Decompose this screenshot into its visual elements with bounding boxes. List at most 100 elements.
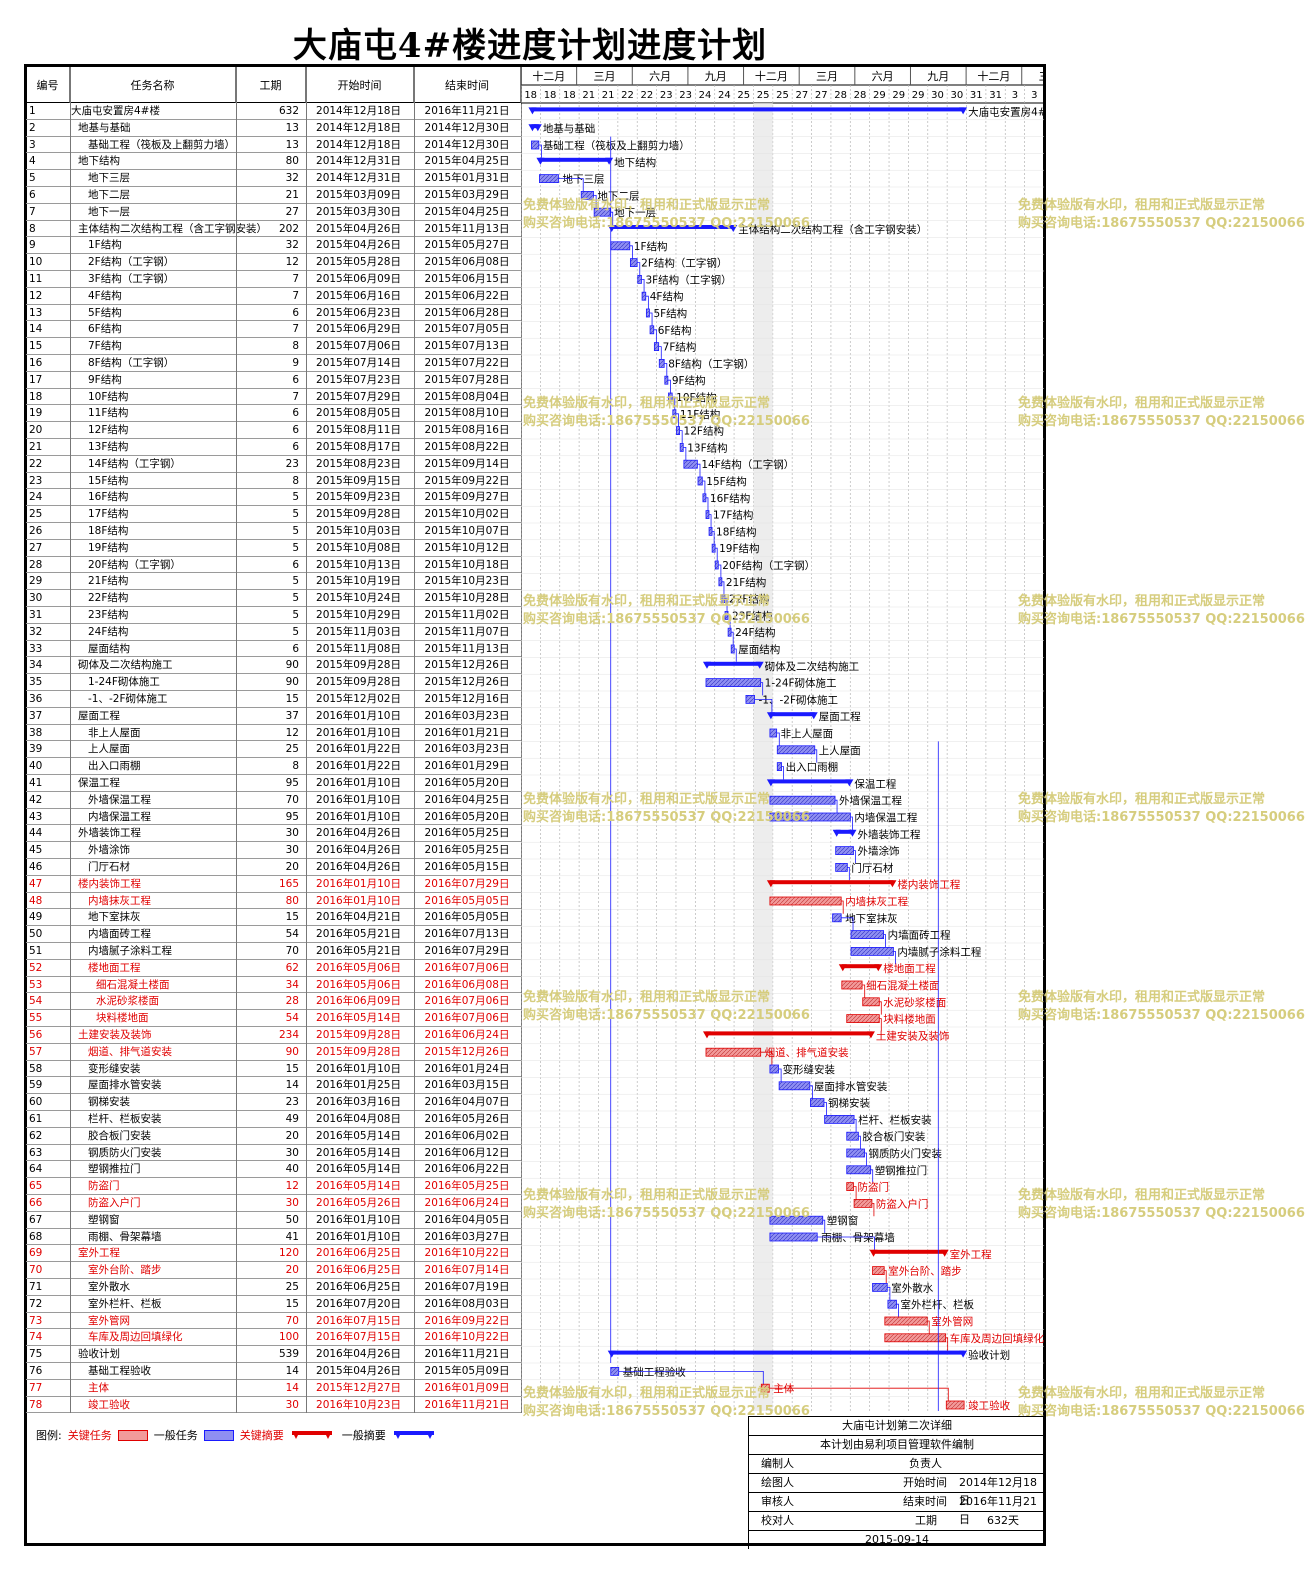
task-bar [824,1115,855,1124]
col-header-end[interactable]: 结束时间 [414,67,521,103]
table-row[interactable]: 64 塑钢推拉门 40 2016年05月14日 2016年06月22日 [26,1161,521,1179]
table-row[interactable]: 44 外墙装饰工程 30 2016年04月26日 2016年05月25日 [26,825,521,843]
table-row[interactable]: 75 验收计划 539 2016年04月26日 2016年11月21日 [26,1346,521,1363]
table-row[interactable]: 3 基础工程（筏板及上翻剪力墙） 13 2014年12月18日 2014年12月30日 [26,137,521,154]
table-row[interactable]: 37 屋面工程 37 2016年01月10日 2016年03月23日 [26,708,521,725]
table-row[interactable]: 36 -1、-2F砌体施工 15 2015年12月02日 2015年12月16日 [26,691,521,708]
table-row[interactable]: 32 24F结构 5 2015年11月03日 2015年11月07日 [26,624,521,641]
table-row[interactable]: 42 外墙保温工程 70 2016年01月10日 2016年04月25日 [26,792,521,809]
task-bar [769,1064,779,1074]
table-row[interactable]: 77 主体 14 2015年12月27日 2016年01月09日 [26,1380,521,1397]
table-row[interactable]: 66 防盗入户门 30 2016年05月26日 2016年06月24日 [26,1195,521,1212]
table-row[interactable]: 54 水泥砂浆楼面 28 2016年06月09日 2016年07月06日 [26,993,521,1011]
table-row[interactable]: 63 钢质防火门安装 30 2016年05月14日 2016年06月12日 [26,1145,521,1162]
table-row[interactable]: 19 11F结构 6 2015年08月05日 2015年08月10日 [26,405,521,423]
table-row[interactable]: 40 出入口雨棚 8 2016年01月22日 2016年01月29日 [26,758,521,775]
table-row[interactable]: 34 砌体及二次结构施工 90 2015年09月28日 2015年12月26日 [26,657,521,675]
table-row[interactable]: 21 13F结构 6 2015年08月17日 2015年08月22日 [26,439,521,456]
table-row[interactable]: 2 地基与基础 13 2014年12月18日 2014年12月30日 [26,120,521,137]
task-end: 2015年10月02日 [424,508,510,521]
table-row[interactable]: 61 栏杆、栏板安装 49 2016年04月08日 2016年05月26日 [26,1111,521,1128]
col-header-name[interactable]: 任务名称 [70,67,236,103]
table-row[interactable]: 45 外墙涂饰 30 2016年04月26日 2016年05月25日 [26,842,521,859]
table-row[interactable]: 78 竣工验收 30 2016年10月23日 2016年11月21日 [26,1397,521,1414]
dependency-link [760,1051,773,1065]
table-row[interactable]: 33 屋面结构 6 2015年11月08日 2015年11月13日 [26,641,521,658]
watermark-line-1: 免费体验版有水印，租用和正式版显示正常 [523,396,771,411]
table-row[interactable]: 30 22F结构 5 2015年10月24日 2015年10月28日 [26,590,521,607]
task-end: 2016年07月29日 [424,877,510,890]
table-row[interactable]: 41 保温工程 95 2016年01月10日 2016年05月20日 [26,775,521,792]
table-row[interactable]: 46 门厅石材 20 2016年04月26日 2016年05月15日 [26,859,521,876]
table-row[interactable]: 58 变形缝安装 15 2016年01月10日 2016年01月24日 [26,1061,521,1078]
table-row[interactable]: 35 1-24F砌体施工 90 2015年09月28日 2015年12月26日 [26,674,521,691]
watermark-line-2: 购买咨询电话:18675550537 QQ:22150066 [1018,1206,1305,1221]
table-row[interactable]: 16 8F结构（工字钢） 9 2015年07月14日 2015年07月22日 [26,355,521,372]
col-header-id[interactable]: 编号 [26,67,70,103]
table-row[interactable]: 28 20F结构（工字钢） 6 2015年10月13日 2015年10月18日 [26,557,521,574]
table-row[interactable]: 22 14F结构（工字钢） 23 2015年08月23日 2015年09月14日 [26,456,521,473]
table-row[interactable]: 6 地下二层 21 2015年03月09日 2015年03月29日 [26,187,521,204]
table-row[interactable]: 39 上人屋面 25 2016年01月22日 2016年03月23日 [26,741,521,759]
watermark-line-2: 购买咨询电话:18675550537 QQ:22150066 [523,216,810,231]
table-row[interactable]: 13 5F结构 6 2015年06月23日 2015年06月28日 [26,305,521,322]
table-row[interactable]: 60 钢梯安装 23 2016年03月16日 2016年04月07日 [26,1094,521,1111]
table-row[interactable]: 27 19F结构 5 2015年10月08日 2015年10月12日 [26,540,521,557]
table-row[interactable]: 10 2F结构（工字钢） 12 2015年05月28日 2015年06月08日 [26,254,521,271]
table-row[interactable]: 71 室外散水 25 2016年06月25日 2016年07月19日 [26,1279,521,1296]
task-end: 2015年11月02日 [424,609,510,621]
bar-label: 主体结构二次结构工程（含工字钢安装） [738,223,927,236]
period-label: 30 [931,90,944,101]
table-row[interactable]: 9 1F结构 32 2015年04月26日 2015年05月27日 [26,237,521,255]
table-row[interactable]: 52 楼地面工程 62 2016年05月06日 2016年07月06日 [26,960,521,977]
table-row[interactable]: 76 基础工程验收 14 2015年04月26日 2015年05月09日 [26,1363,521,1380]
table-row[interactable]: 7 地下一层 27 2015年03月30日 2015年04月25日 [26,204,521,221]
table-row[interactable]: 47 楼内装饰工程 165 2016年01月10日 2016年07月29日 [26,876,521,893]
table-row[interactable]: 73 室外管网 70 2016年07月15日 2016年09月22日 [26,1313,521,1330]
table-row[interactable]: 18 10F结构 7 2015年07月29日 2015年08月04日 [26,389,521,406]
table-row[interactable]: 26 18F结构 5 2015年10月03日 2015年10月07日 [26,523,521,540]
table-row[interactable]: 65 防盗门 12 2016年05月14日 2016年05月25日 [26,1178,521,1195]
table-row[interactable]: 56 土建安装及装饰 234 2015年09月28日 2016年06月24日 [26,1027,521,1044]
table-row[interactable]: 17 9F结构 6 2015年07月23日 2015年07月28日 [26,372,521,389]
table-row[interactable]: 15 7F结构 8 2015年07月06日 2015年07月13日 [26,338,521,355]
table-row[interactable]: 68 雨棚、骨架幕墙 41 2016年01月10日 2016年03月27日 [26,1229,521,1246]
table-row[interactable]: 5 地下三层 32 2014年12月31日 2015年01月31日 [26,170,521,187]
table-row[interactable]: 72 室外栏杆、栏板 15 2016年07月20日 2016年08月03日 [26,1296,521,1313]
table-row[interactable]: 70 室外台阶、踏步 20 2016年06月25日 2016年07月14日 [26,1262,521,1279]
table-row[interactable]: 25 17F结构 5 2015年09月28日 2015年10月02日 [26,506,521,523]
task-duration: 12 [285,726,299,739]
period-label: 23 [679,90,692,101]
table-row[interactable]: 14 6F结构 7 2015年06月29日 2015年07月05日 [26,321,521,339]
table-row[interactable]: 53 细石混凝土楼面 34 2016年05月06日 2016年06月08日 [26,977,521,994]
table-row[interactable]: 69 室外工程 120 2016年06月25日 2016年10月22日 [26,1245,521,1263]
table-row[interactable]: 50 内墙面砖工程 54 2016年05月21日 2016年07月13日 [26,926,521,943]
period-label: 31 [970,90,983,101]
table-row[interactable]: 8 主体结构二次结构工程（含工字钢安装） 202 2015年04月26日 2015年11… [26,221,521,238]
summary-end-marker [888,880,897,888]
col-header-duration[interactable]: 工期 [236,67,306,103]
table-row[interactable]: 23 15F结构 8 2015年09月15日 2015年09月22日 [26,473,521,490]
table-row[interactable]: 51 内墙腻子涂料工程 70 2016年05月21日 2016年07月29日 [26,943,521,960]
table-row[interactable]: 1 大庙屯安置房4#楼 632 2014年12月18日 2016年11月21日 [26,103,521,120]
table-row[interactable]: 12 4F结构 7 2015年06月16日 2015年06月22日 [26,288,521,305]
col-header-start[interactable]: 开始时间 [306,67,414,103]
bar-label: 12F结构 [684,425,724,438]
table-row[interactable]: 49 地下室抹灰 15 2016年04月21日 2016年05月05日 [26,909,521,927]
table-row[interactable]: 67 塑钢窗 50 2016年01月10日 2016年04月05日 [26,1212,521,1229]
table-row[interactable]: 57 烟道、排气道安装 90 2015年09月28日 2015年12月26日 [26,1044,521,1061]
table-row[interactable]: 55 块料楼地面 54 2016年05月14日 2016年07月06日 [26,1010,521,1027]
table-row[interactable]: 74 车库及周边回填绿化 100 2016年07月15日 2016年10月22日 [26,1329,521,1347]
table-row[interactable]: 4 地下结构 80 2014年12月31日 2015年04月25日 [26,153,521,171]
task-bar [672,409,677,419]
table-row[interactable]: 62 胶合板门安装 20 2016年05月14日 2016年06月02日 [26,1128,521,1145]
table-row[interactable]: 11 3F结构（工字钢） 7 2015年06月09日 2015年06月15日 [26,271,521,288]
table-row[interactable]: 20 12F结构 6 2015年08月11日 2015年08月16日 [26,422,521,439]
table-row[interactable]: 59 屋面排水管安装 14 2016年01月25日 2016年03月15日 [26,1077,521,1095]
table-row[interactable]: 29 21F结构 5 2015年10月19日 2015年10月23日 [26,573,521,591]
table-row[interactable]: 31 23F结构 5 2015年10月29日 2015年11月02日 [26,607,521,624]
table-row[interactable]: 24 16F结构 5 2015年09月23日 2015年09月27日 [26,489,521,507]
table-row[interactable]: 38 非上人屋面 12 2016年01月10日 2016年01月21日 [26,725,521,742]
table-row[interactable]: 43 内墙保温工程 95 2016年01月10日 2016年05月20日 [26,809,521,826]
table-row[interactable]: 48 内墙抹灰工程 80 2016年01月10日 2016年05月05日 [26,893,521,910]
